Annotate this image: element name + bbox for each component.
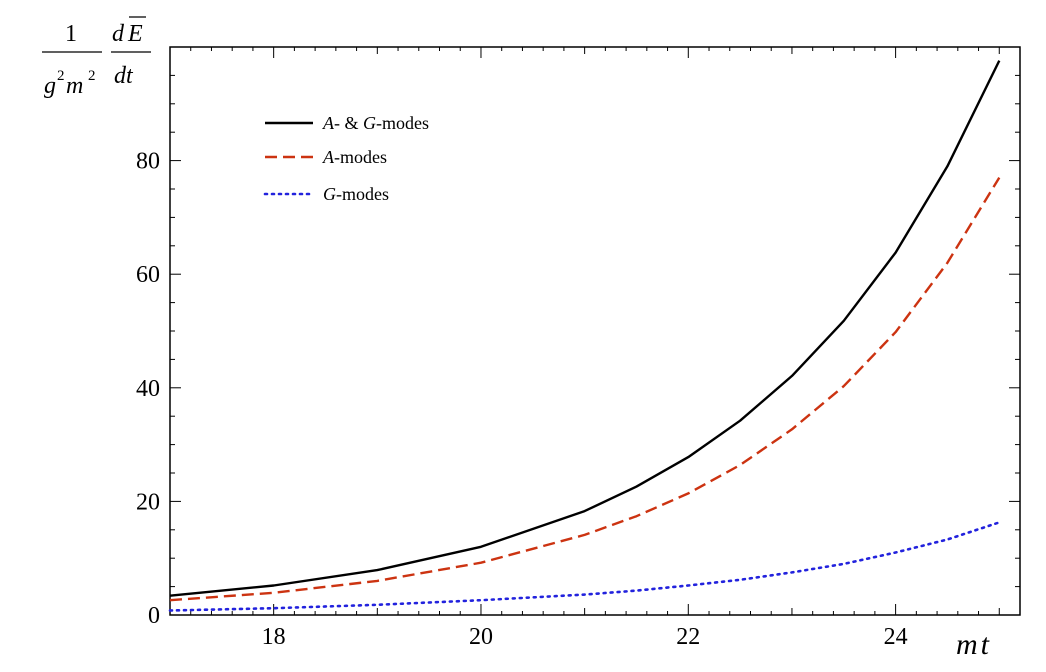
y-title-frac1-den-g: g xyxy=(44,73,56,99)
y-axis-title: 1 g 2 m 2 d E dt xyxy=(42,16,151,99)
x-tick-label: 20 xyxy=(469,624,493,650)
x-tick-label: 18 xyxy=(262,624,286,650)
y-title-exp-1: 2 xyxy=(57,68,65,84)
tick-marks xyxy=(169,46,1020,616)
y-title-exp-2: 2 xyxy=(88,68,96,84)
x-tick-label: 24 xyxy=(884,624,908,650)
y-title-frac2-den: dt xyxy=(114,63,134,89)
y-tick-label: 20 xyxy=(136,489,160,515)
y-title-frac1-num: 1 xyxy=(65,21,77,47)
y-title-frac2-num-E: E xyxy=(127,21,143,47)
legend-label-1: A- & G-modes xyxy=(322,113,429,133)
y-title-frac2-num-d: d xyxy=(112,21,125,47)
y-tick-label: 0 xyxy=(148,603,160,629)
plot-frame xyxy=(169,46,1021,616)
tick-labels: 18 20 22 24 0 20 40 60 80 xyxy=(136,149,908,650)
legend-label-2: A-modes xyxy=(322,147,387,167)
series-line-2 xyxy=(169,176,1001,602)
x-tick-label: 22 xyxy=(676,624,700,650)
y-tick-label: 80 xyxy=(136,149,160,175)
legend-label-3: G-modes xyxy=(323,184,389,204)
svg-text:g: g xyxy=(44,73,56,99)
legend: A- & G-modes A-modes G-modes xyxy=(263,113,429,204)
series-line-3 xyxy=(168,521,1001,612)
y-tick-label: 40 xyxy=(136,376,160,402)
x-axis-title: mt xyxy=(956,628,992,661)
y-tick-label: 60 xyxy=(136,262,160,288)
series-line-1 xyxy=(169,60,1001,597)
series-layer xyxy=(168,60,1001,612)
y-title-frac1-den-m: m xyxy=(66,73,83,99)
svg-text:m: m xyxy=(66,73,83,99)
